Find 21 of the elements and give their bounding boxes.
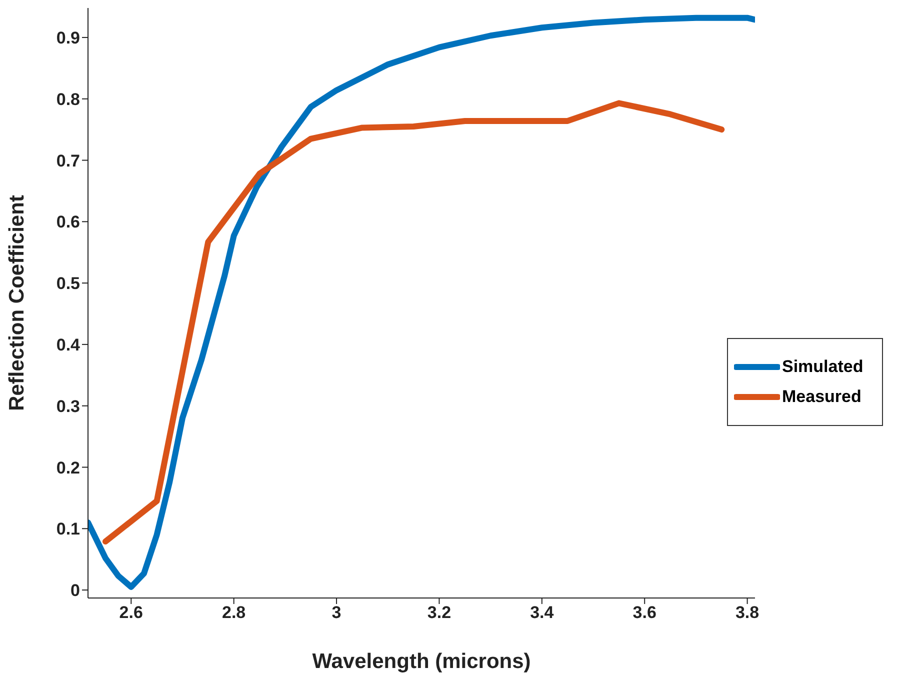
y-tick-label: 0.2 (56, 458, 80, 478)
x-tick-label: 2.8 (222, 603, 246, 622)
y-tick-label: 0.9 (56, 28, 80, 48)
y-tick-label: 0.7 (56, 151, 80, 170)
x-tick-label: 2.6 (119, 603, 143, 622)
legend-label: Simulated (782, 357, 864, 377)
x-tick-label: 3.2 (427, 603, 452, 622)
legend-label: Measured (782, 387, 862, 407)
y-tick-label: 0.3 (56, 396, 80, 416)
x-tick-label: 3.8 (735, 603, 760, 622)
y-tick-label: 0.6 (56, 212, 80, 232)
y-tick-label: 0.4 (56, 335, 81, 354)
y-tick-label: 0.5 (56, 274, 80, 294)
y-tick-label: 0.1 (56, 520, 80, 539)
y-tick-label: 0 (70, 581, 80, 600)
y-tick-label: 0.8 (56, 90, 80, 109)
y-axis-title: Reflection Coefficient (5, 195, 28, 411)
x-tick-label: 3 (332, 603, 342, 622)
x-tick-label: 3.4 (530, 603, 554, 622)
x-axis-title: Wavelength (microns) (312, 650, 531, 673)
x-tick-label: 3.6 (632, 603, 656, 622)
